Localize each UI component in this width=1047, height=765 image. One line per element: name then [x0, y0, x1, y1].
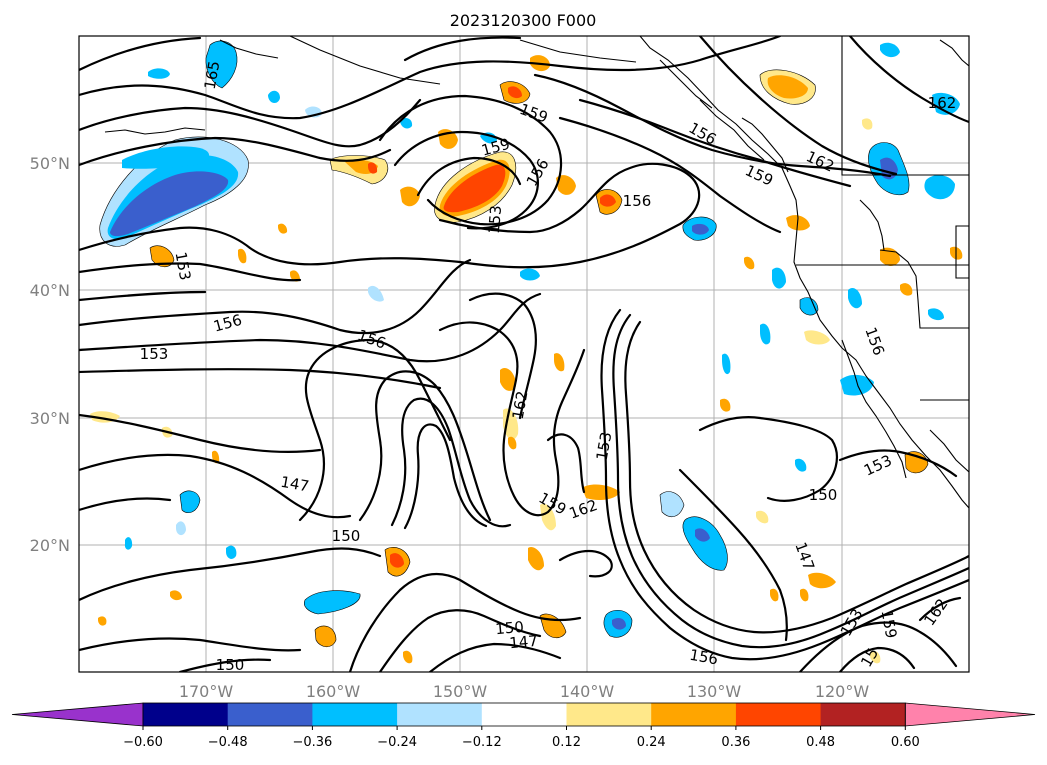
- graticule: [79, 36, 969, 672]
- contour-label: 156: [623, 192, 652, 210]
- colorbar-frame: [142, 702, 906, 727]
- colorbar-tick-label: 0.48: [806, 735, 835, 750]
- colorbar-tick-label: −0.60: [123, 735, 163, 750]
- contour-label: 150: [216, 656, 245, 674]
- contour-label: 159: [878, 608, 901, 639]
- lat-label: 40°N: [30, 281, 70, 300]
- contour-label: 147: [279, 473, 310, 496]
- lon-label: 150°W: [433, 682, 488, 701]
- colorbar-segment: [566, 703, 652, 726]
- colorbar-segment: [735, 703, 822, 726]
- lat-label: 20°N: [30, 536, 70, 555]
- longitude-axis: 170°W 160°W 150°W 140°W 130°W 120°W: [179, 682, 870, 701]
- plot-border: [78, 35, 970, 673]
- negative-anomaly-fill: [99, 40, 960, 638]
- colorbar-tick-label: −0.24: [377, 735, 417, 750]
- lat-label: 50°N: [30, 154, 70, 173]
- lon-label: 170°W: [179, 682, 234, 701]
- colorbar-tick-label: 0.60: [891, 735, 920, 750]
- contour-label: 153: [593, 430, 616, 461]
- colorbar-segment: [651, 703, 737, 726]
- coastlines: [104, 36, 969, 509]
- contour-label: 153: [485, 205, 505, 235]
- contour-label: 150: [332, 527, 361, 545]
- lon-label: 120°W: [815, 682, 870, 701]
- colorbar-tick-label: 0.36: [721, 735, 750, 750]
- contour-label: 162: [928, 94, 957, 112]
- height-contours: [79, 36, 969, 672]
- colorbar-extend-min: [11, 702, 144, 727]
- latitude-axis: 50°N 40°N 30°N 20°N: [30, 154, 70, 555]
- colorbar: −0.60 −0.48 −0.36 −0.24 −0.12 0.12 0.24 0.36 0.4…: [11, 702, 1036, 750]
- map-plot-area: [79, 36, 969, 672]
- colorbar-segment: [227, 703, 313, 726]
- contour-label: 153: [172, 250, 195, 281]
- contour-label: 150: [809, 486, 838, 504]
- colorbar-tick-label: −0.36: [292, 735, 332, 750]
- contour-label: 162: [509, 389, 532, 420]
- colorbar-tick-label: 0.12: [552, 735, 581, 750]
- contour-label: 165: [201, 59, 224, 90]
- contour-label: 147: [509, 632, 539, 652]
- colorbar-tick-label: 0.24: [637, 735, 666, 750]
- lon-label: 130°W: [687, 682, 742, 701]
- lat-label: 30°N: [30, 409, 70, 428]
- contour-label: 153: [140, 345, 169, 363]
- colorbar-segment: [397, 703, 483, 726]
- colorbar-tick-label: −0.48: [208, 735, 248, 750]
- lon-label: 140°W: [560, 682, 615, 701]
- colorbar-extend-max: [904, 702, 1036, 727]
- lon-label: 160°W: [306, 682, 361, 701]
- figure-title: 2023120300 F000: [450, 11, 597, 30]
- contour-label: 150: [495, 618, 525, 638]
- colorbar-tick-label: −0.12: [462, 735, 502, 750]
- colorbar-segment: [820, 703, 906, 726]
- colorbar-segment: [481, 703, 567, 726]
- colorbar-segment: [312, 703, 398, 726]
- contour-label: 156: [688, 646, 719, 669]
- colorbar-segment: [143, 703, 229, 726]
